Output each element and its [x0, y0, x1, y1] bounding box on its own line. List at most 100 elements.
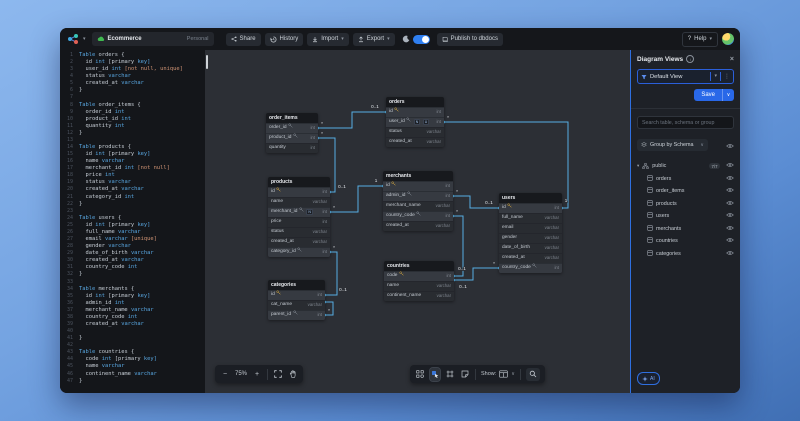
eye-icon[interactable]: [726, 187, 734, 195]
publish-dbdocs-button[interactable]: Publish to dbdocs: [436, 32, 503, 46]
table-field-row[interactable]: id int: [383, 181, 453, 191]
code-line[interactable]: [79, 342, 183, 349]
code-line[interactable]: product_id int: [79, 115, 131, 122]
code-line[interactable]: user_id int [not null, unique]: [79, 66, 183, 73]
code-line[interactable]: admin_id int: [79, 299, 125, 306]
table-header[interactable]: categories: [268, 280, 325, 290]
eye-icon[interactable]: [726, 237, 734, 245]
code-line[interactable]: }: [79, 377, 83, 384]
code-line[interactable]: country_code int: [79, 313, 138, 320]
project-chip[interactable]: Ecommerce Personal: [91, 32, 214, 46]
code-line[interactable]: Table merchants {: [79, 285, 135, 292]
zoom-out-button[interactable]: −: [222, 370, 228, 378]
history-button[interactable]: History: [264, 32, 304, 46]
table-field-row[interactable]: id int: [268, 290, 325, 300]
table-field-row[interactable]: cat_name varchar: [268, 300, 325, 310]
eye-icon[interactable]: [726, 225, 734, 233]
code-line[interactable]: quantity int: [79, 122, 125, 129]
table-field-row[interactable]: merchant_name varchar: [383, 201, 453, 211]
table-header[interactable]: order_items: [266, 113, 318, 123]
fit-to-screen-button[interactable]: [273, 368, 283, 381]
code-line[interactable]: }: [79, 200, 83, 207]
code-line[interactable]: created_at varchar: [79, 257, 144, 264]
table-field-row[interactable]: created_at varchar: [383, 221, 453, 231]
eye-icon[interactable]: [726, 212, 734, 220]
code-line[interactable]: merchant_name varchar: [79, 306, 154, 313]
code-line[interactable]: country_code int: [79, 264, 138, 271]
table-field-row[interactable]: quantity int: [266, 143, 318, 153]
code-line[interactable]: continent_name varchar: [79, 370, 157, 377]
app-logo-icon[interactable]: [66, 33, 79, 46]
code-line[interactable]: [79, 94, 183, 101]
table-field-row[interactable]: category_id int: [268, 247, 330, 257]
table-field-row[interactable]: name varchar: [384, 281, 454, 291]
table-header[interactable]: orders: [386, 97, 444, 107]
code-line[interactable]: id int [primary key]: [79, 292, 151, 299]
table-field-row[interactable]: id int: [268, 187, 330, 197]
code-line[interactable]: gender varchar: [79, 243, 131, 250]
eye-icon[interactable]: [726, 162, 734, 170]
tree-caret-icon[interactable]: ▾: [637, 163, 640, 169]
code-line[interactable]: created_at varchar: [79, 80, 144, 87]
table-field-row[interactable]: created_at varchar: [499, 253, 562, 263]
dbml-code-editor[interactable]: 1 2 3 4 5 6 7 8 9 10 11 12 13 14 15 16 17 18 19 20 21 22 23 24 2…: [60, 50, 205, 393]
table-field-row[interactable]: name varchar: [268, 197, 330, 207]
table-field-row[interactable]: created_at varchar: [386, 137, 444, 147]
sticky-note-button[interactable]: [460, 368, 470, 381]
code-line[interactable]: category_id int: [79, 193, 135, 200]
tree-item-schema-public[interactable]: ▾ public 7/7: [637, 160, 734, 173]
table-field-row[interactable]: gender varchar: [499, 233, 562, 243]
table-field-row[interactable]: status varchar: [386, 127, 444, 137]
code-line[interactable]: }: [79, 271, 83, 278]
editor-scrollbar[interactable]: [206, 55, 208, 69]
table-field-row[interactable]: product_id int: [266, 133, 318, 143]
save-view-button[interactable]: Save ∨: [694, 89, 734, 101]
table-field-row[interactable]: country_code int: [499, 263, 562, 273]
diagram-table-merchants[interactable]: merchants id int admin_id int merchant_name va…: [383, 171, 453, 231]
code-line[interactable]: full_name varchar: [79, 228, 141, 235]
tree-item-order_items[interactable]: order_items: [637, 185, 734, 198]
table-field-row[interactable]: date_of_birth varchar: [499, 243, 562, 253]
code-line[interactable]: [79, 279, 183, 286]
table-header[interactable]: products: [268, 177, 330, 187]
code-line[interactable]: created_at varchar: [79, 186, 144, 193]
eye-icon[interactable]: [726, 136, 734, 154]
code-line[interactable]: Table order_items {: [79, 101, 141, 108]
table-field-row[interactable]: status varchar: [268, 227, 330, 237]
info-icon[interactable]: i: [686, 55, 695, 63]
code-line[interactable]: id int [primary key]: [79, 151, 151, 158]
code-line[interactable]: [79, 328, 183, 335]
tree-item-countries[interactable]: countries: [637, 235, 734, 248]
diagram-table-countries[interactable]: countries code int name varchar continent_nam…: [384, 261, 454, 301]
code-line[interactable]: created_at varchar: [79, 320, 144, 327]
table-field-row[interactable]: price int: [268, 217, 330, 227]
code-line[interactable]: merchant_id int [not null]: [79, 165, 170, 172]
eye-icon[interactable]: [726, 175, 734, 183]
diagram-canvas[interactable]: * 0..1 * 0..1 * 1 * 1 * 0..1 * 0..1 * 0..1 * 0..1 * orde…: [205, 50, 630, 393]
table-header[interactable]: merchants: [383, 171, 453, 181]
logo-caret-icon[interactable]: ▾: [83, 35, 86, 42]
code-line[interactable]: price int: [79, 172, 115, 179]
tree-item-products[interactable]: products: [637, 198, 734, 211]
table-field-row[interactable]: country_code int: [383, 211, 453, 221]
table-field-row[interactable]: admin_id int: [383, 191, 453, 201]
share-button[interactable]: Share: [225, 32, 261, 46]
save-caret-icon[interactable]: ∨: [722, 89, 734, 101]
auto-arrange-button[interactable]: [415, 368, 425, 381]
eye-icon[interactable]: [726, 250, 734, 258]
table-header[interactable]: countries: [384, 261, 454, 271]
code-line[interactable]: name varchar: [79, 158, 125, 165]
code-line[interactable]: status varchar: [79, 73, 131, 80]
code-line[interactable]: }: [79, 87, 83, 94]
code-line[interactable]: code int [primary key]: [79, 356, 157, 363]
table-field-row[interactable]: order_id int: [266, 123, 318, 133]
table-field-row[interactable]: full_name varchar: [499, 213, 562, 223]
code-line[interactable]: Table products {: [79, 144, 131, 151]
code-line[interactable]: order_id int: [79, 108, 125, 115]
table-field-row[interactable]: continent_name varchar: [384, 291, 454, 301]
table-field-row[interactable]: email varchar: [499, 223, 562, 233]
tree-item-categories[interactable]: categories: [637, 248, 734, 261]
